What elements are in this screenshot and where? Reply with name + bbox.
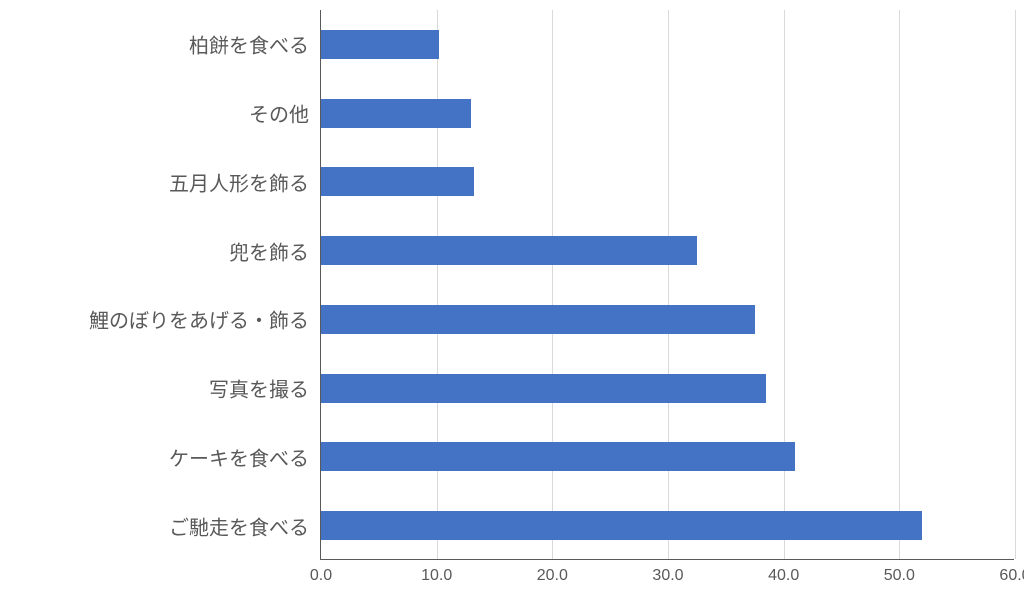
gridline [552, 10, 553, 559]
y-category-label: ケーキを食べる [169, 442, 321, 471]
x-tick-label: 30.0 [652, 567, 683, 585]
bar [321, 30, 439, 59]
bar [321, 236, 697, 265]
bar [321, 305, 755, 334]
gridline [899, 10, 900, 559]
x-tick-label: 50.0 [884, 567, 915, 585]
gridline [1015, 10, 1016, 559]
y-category-label: 写真を撮る [209, 374, 321, 403]
bar [321, 99, 471, 128]
chart-container: 0.0 10.0 20.0 30.0 40.0 50.0 60.0 柏餅を食べるその他五月人形… [0, 0, 1024, 594]
gridline [437, 10, 438, 559]
bar [321, 442, 795, 471]
y-category-label: 柏餅を食べる [189, 30, 321, 59]
plot-area: 0.010.020.030.040.050.060.0柏餅を食べるその他五月人形… [320, 10, 1014, 560]
y-category-label: その他 [249, 99, 321, 128]
gridline [784, 10, 785, 559]
x-tick-label: 20.0 [537, 567, 568, 585]
x-tick-label: 40.0 [768, 567, 799, 585]
y-category-label: 五月人形を飾る [169, 167, 321, 196]
gridline [668, 10, 669, 559]
y-category-label: 鯉のぼりをあげる・飾る [89, 305, 321, 334]
x-tick-label: 10.0 [421, 567, 452, 585]
bar [321, 374, 766, 403]
bar [321, 167, 474, 196]
bar [321, 511, 922, 540]
y-category-label: ご馳走を食べる [169, 511, 321, 540]
x-tick-label: 0.0 [310, 567, 332, 585]
x-tick-label: 60.0 [999, 567, 1024, 585]
y-category-label: 兜を飾る [229, 236, 321, 265]
